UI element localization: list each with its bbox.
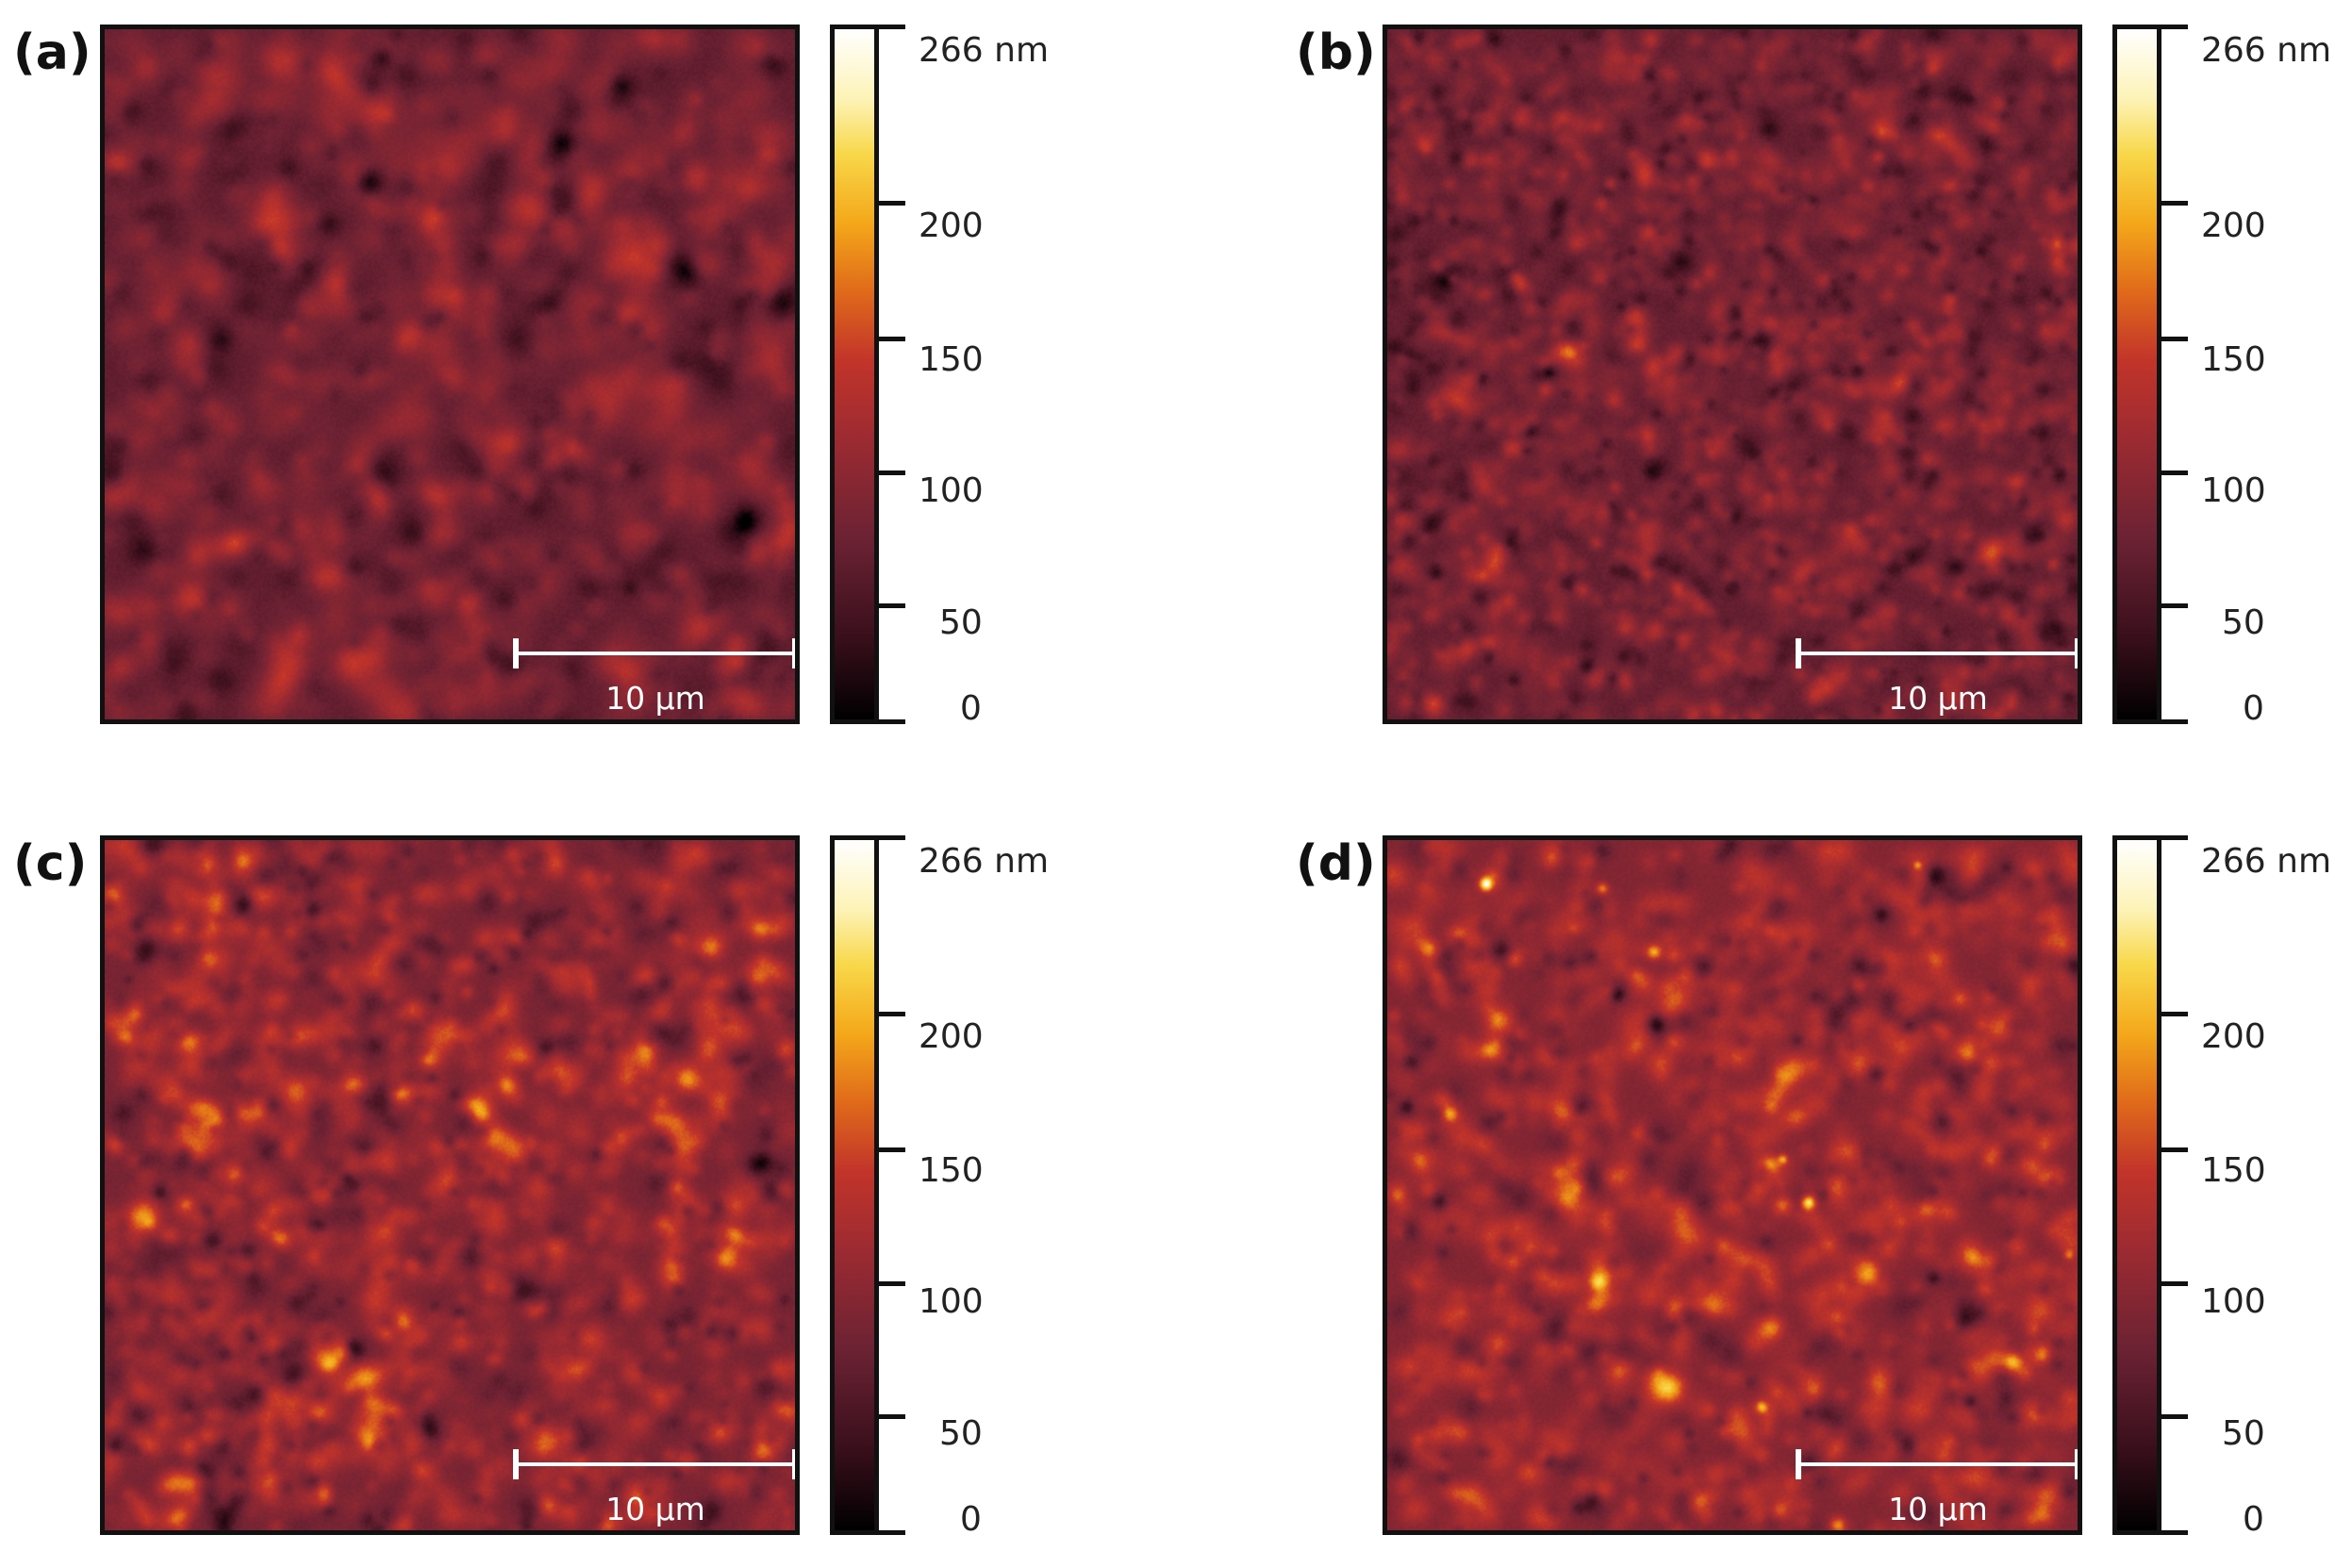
- panel-label: (d): [1296, 835, 1376, 892]
- colorbar-max-label: 266 nm: [919, 31, 1050, 70]
- colorbar-tick: [2161, 719, 2188, 724]
- colorbar-label: 50: [2222, 603, 2265, 642]
- colorbar-tick: [879, 1281, 905, 1286]
- colorbar-tick: [2161, 1281, 2188, 1286]
- colorbar-tick: [879, 1012, 905, 1016]
- colorbar-label: 0: [2243, 689, 2264, 728]
- colorbar-label: 100: [2201, 1282, 2266, 1321]
- colorbar-tick: [2161, 1147, 2188, 1152]
- colorbar-tick: [2161, 1530, 2188, 1535]
- afm-height-map: 10 µm: [1383, 835, 2082, 1535]
- colorbar-tick: [879, 835, 905, 840]
- scale-bar: [513, 638, 795, 668]
- scale-bar-label: 10 µm: [1888, 680, 1988, 717]
- colorbar-tick: [2161, 835, 2188, 840]
- afm-image: [1387, 29, 2078, 719]
- colorbar-tick: [879, 1147, 905, 1152]
- height-colorbar: [2112, 835, 2161, 1535]
- colorbar-label: 150: [919, 1151, 984, 1190]
- panel-label: (b): [1296, 25, 1376, 81]
- colorbar-tick: [879, 603, 905, 608]
- colorbar-tick: [879, 337, 905, 341]
- colorbar-label: 150: [2201, 1151, 2266, 1190]
- colorbar-label: 100: [919, 471, 984, 510]
- colorbar-label: 50: [2222, 1414, 2265, 1453]
- afm-image: [105, 29, 795, 719]
- colorbar-tick: [879, 1414, 905, 1419]
- colorbar-label: 150: [919, 340, 984, 379]
- scale-bar-label: 10 µm: [605, 680, 705, 717]
- scale-bar-label: 10 µm: [605, 1491, 705, 1527]
- colorbar-tick: [2161, 1414, 2188, 1419]
- colorbar-label: 0: [960, 1500, 982, 1539]
- colorbar-tick: [2161, 603, 2188, 608]
- afm-height-map: 10 µm: [100, 25, 800, 724]
- height-colorbar: [2112, 25, 2161, 724]
- colorbar-tick: [2161, 337, 2188, 341]
- colorbar-max-label: 266 nm: [2201, 31, 2332, 70]
- colorbar-tick: [879, 470, 905, 475]
- afm-image: [1387, 840, 2078, 1530]
- scale-bar: [1796, 638, 2078, 668]
- height-colorbar: [830, 835, 879, 1535]
- colorbar-label: 0: [960, 689, 982, 728]
- scale-bar-label: 10 µm: [1888, 1491, 1988, 1527]
- scale-bar: [513, 1449, 795, 1479]
- panel-label: (a): [13, 25, 91, 81]
- colorbar-label: 150: [2201, 340, 2266, 379]
- colorbar-tick: [2161, 470, 2188, 475]
- colorbar-tick: [879, 1530, 905, 1535]
- colorbar-tick: [2161, 201, 2188, 206]
- panel-label: (c): [13, 835, 88, 892]
- colorbar-label: 200: [919, 206, 984, 245]
- colorbar-label: 100: [919, 1282, 984, 1321]
- afm-image: [105, 840, 795, 1530]
- colorbar-label: 200: [919, 1017, 984, 1056]
- colorbar-label: 200: [2201, 1017, 2266, 1056]
- colorbar-max-label: 266 nm: [2201, 842, 2332, 881]
- colorbar-label: 200: [2201, 206, 2266, 245]
- colorbar-label: 50: [939, 1414, 983, 1453]
- colorbar-label: 100: [2201, 471, 2266, 510]
- scale-bar: [1796, 1449, 2078, 1479]
- colorbar-tick: [879, 719, 905, 724]
- colorbar-tick: [2161, 1012, 2188, 1016]
- afm-height-map: 10 µm: [100, 835, 800, 1535]
- afm-height-map: 10 µm: [1383, 25, 2082, 724]
- colorbar-tick: [2161, 25, 2188, 29]
- colorbar-label: 50: [939, 603, 983, 642]
- colorbar-tick: [879, 201, 905, 206]
- colorbar-max-label: 266 nm: [919, 842, 1050, 881]
- colorbar-tick: [879, 25, 905, 29]
- height-colorbar: [830, 25, 879, 724]
- colorbar-label: 0: [2243, 1500, 2264, 1539]
